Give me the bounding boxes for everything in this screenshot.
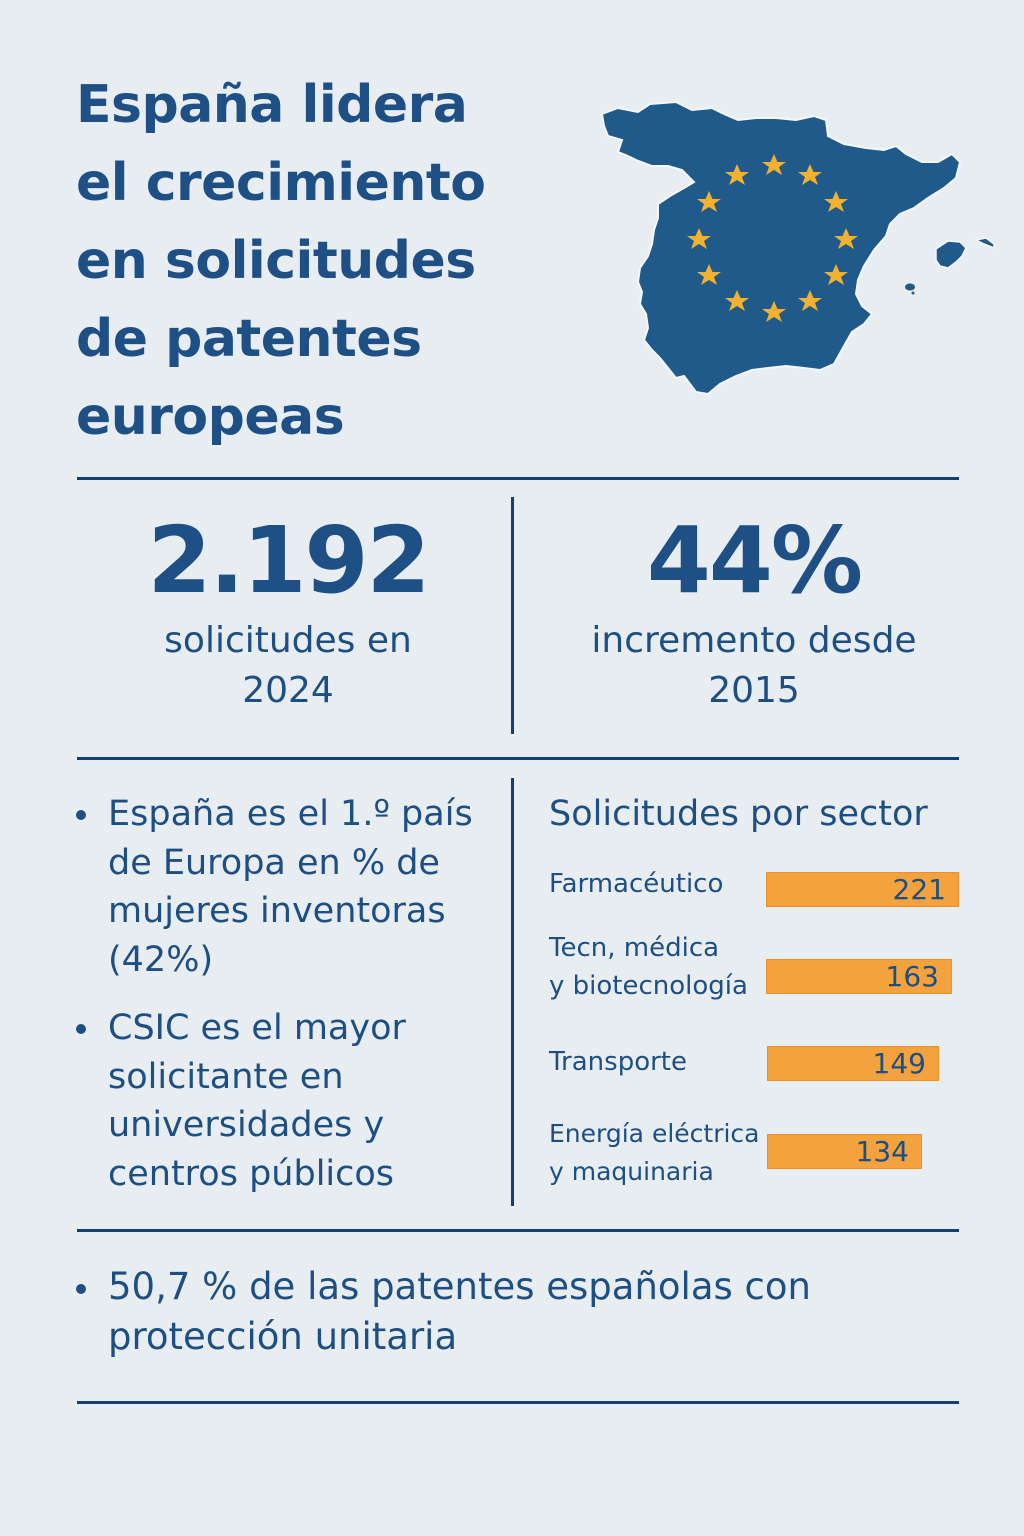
divider xyxy=(77,477,959,480)
divider xyxy=(77,757,959,760)
footer-fact: 50,7 % de las patentes españolas con pro… xyxy=(74,1262,954,1362)
fact-line: (42%) xyxy=(108,939,214,980)
fact-line: centros públicos xyxy=(108,1153,395,1194)
facts-list: España es el 1.º país de Europa en % de … xyxy=(74,790,494,1218)
sector-label-line: Energía eléctrica xyxy=(549,1119,760,1148)
divider xyxy=(77,1401,959,1404)
vertical-divider xyxy=(511,497,514,734)
sector-bar: 163 xyxy=(766,959,952,994)
stat-increase: 44% incremento desde 2015 xyxy=(544,506,964,716)
sector-label-line: y maquinaria xyxy=(549,1157,714,1186)
page-title: España lidera el crecimiento en solicitu… xyxy=(76,66,596,456)
footer-line: 50,7 % de las patentes españolas con xyxy=(108,1265,811,1308)
title-line: en solicitudes xyxy=(76,231,476,291)
fact-line: universidades y xyxy=(108,1105,385,1145)
list-item: CSIC es el mayor solicitante en universi… xyxy=(74,1004,494,1198)
fact-line: mujeres inventoras xyxy=(108,891,446,931)
sector-label-line: Transporte xyxy=(549,1047,687,1077)
sector-bar: 134 xyxy=(767,1134,922,1169)
fact-line: solicitante en xyxy=(108,1056,344,1097)
title-line: España lidera xyxy=(76,75,468,135)
fact-line: de Europa en % de xyxy=(108,842,440,883)
sector-label-line: Tecn, médica xyxy=(549,933,720,963)
sector-label: Energía eléctrica y maquinaria xyxy=(549,1115,760,1191)
stat-value: 44% xyxy=(646,507,863,614)
title-line: de patentes xyxy=(76,309,422,369)
sector-label: Transporte xyxy=(549,1043,687,1081)
stat-value: 2.192 xyxy=(147,507,430,614)
bullet-icon xyxy=(76,810,86,820)
sector-label-line: y biotecnología xyxy=(549,971,748,1001)
stat-applications: 2.192 solicitudes en 2024 xyxy=(78,506,498,716)
bullet-icon xyxy=(76,1284,86,1294)
fact-line: CSIC es el mayor xyxy=(108,1008,406,1048)
fact-line: España es el 1.º país xyxy=(108,794,473,834)
sector-label: Tecn, médica y biotecnología xyxy=(549,929,748,1005)
sector-label-line: Farmacéutico xyxy=(549,869,724,899)
title-line: el crecimiento xyxy=(76,153,486,213)
stat-label: 2015 xyxy=(708,670,800,711)
sector-chart-title: Solicitudes por sector xyxy=(549,794,928,834)
bullet-icon xyxy=(76,1024,86,1034)
vertical-divider xyxy=(511,778,514,1206)
sector-bar: 149 xyxy=(767,1046,939,1081)
title-line: europeas xyxy=(76,387,345,447)
stat-label: incremento desde xyxy=(591,620,917,661)
stat-label: 2024 xyxy=(242,670,334,711)
divider xyxy=(77,1229,959,1232)
spain-map-eu-stars-icon xyxy=(596,96,998,406)
sector-label: Farmacéutico xyxy=(549,865,723,903)
sector-bar: 221 xyxy=(766,872,959,907)
stat-label: solicitudes en xyxy=(164,620,412,661)
footer-line: protección unitaria xyxy=(108,1315,458,1358)
list-item: España es el 1.º país de Europa en % de … xyxy=(74,790,494,984)
